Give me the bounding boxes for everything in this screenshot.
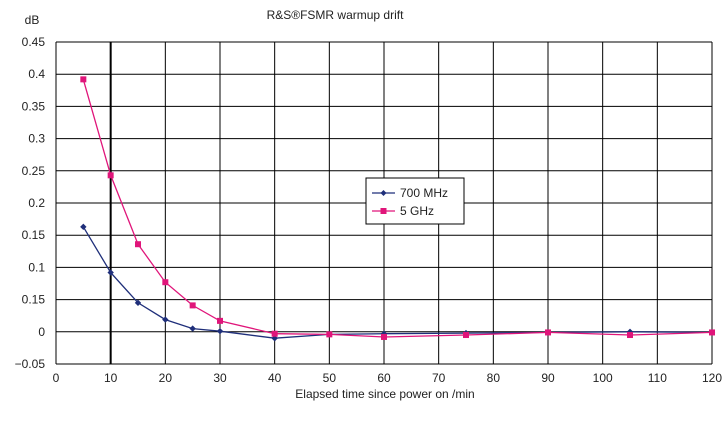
- data-point: [463, 332, 469, 339]
- legend: 700 MHz 5 GHz: [365, 177, 465, 225]
- x-tick-label: 70: [432, 371, 446, 385]
- data-point: [189, 302, 196, 309]
- data-point: [107, 172, 114, 179]
- y-tick-label: 0.4: [28, 67, 45, 81]
- legend-box: [365, 177, 465, 225]
- data-point: [162, 316, 169, 323]
- data-point: [381, 333, 387, 340]
- y-axis-ticks: 0.45 0.4 0.35 0.3 0.25 0.2 0.15 0.1 0.15 0 −0.05: [15, 35, 46, 371]
- series-700mhz: [80, 223, 716, 342]
- series-line: [82, 226, 713, 339]
- chart-title: R&S®FSMR warmup drift: [267, 8, 405, 22]
- series-5ghz: [80, 76, 715, 340]
- x-tick-label: 110: [648, 371, 667, 385]
- y-tick-label: 0.1: [28, 260, 45, 274]
- data-point: [326, 331, 333, 338]
- x-tick-label: 20: [159, 371, 173, 385]
- x-tick-label: 40: [268, 371, 282, 385]
- x-tick-label: 60: [377, 371, 391, 385]
- y-tick-label: 0.2: [28, 196, 45, 210]
- x-tick-label: 50: [323, 371, 337, 385]
- legend-marker-square-icon: [380, 208, 387, 214]
- data-point: [216, 327, 224, 335]
- x-tick-label: 10: [104, 371, 118, 385]
- data-point: [271, 330, 278, 337]
- data-point: [80, 223, 87, 231]
- series-layer: [80, 76, 716, 342]
- data-point: [545, 329, 551, 336]
- x-tick-label: 80: [487, 371, 501, 385]
- y-tick-label: −0.05: [15, 357, 46, 371]
- legend-marker-diamond-icon: [380, 190, 387, 196]
- y-tick-label: 0.15: [22, 293, 46, 307]
- data-point: [135, 241, 141, 248]
- data-point: [709, 329, 715, 336]
- data-point: [134, 299, 142, 307]
- legend-label-5ghz: 5 GHz: [400, 204, 434, 218]
- data-point: [80, 76, 87, 83]
- x-tick-label: 30: [213, 371, 227, 385]
- y-tick-label: 0.35: [22, 99, 46, 113]
- x-tick-label: 90: [541, 371, 555, 385]
- legend-label-700mhz: 700 MHz: [400, 186, 448, 200]
- x-axis-ticks: 0 10 20 30 40 50 60 70 80 90 100 110 120: [53, 371, 723, 385]
- data-point: [162, 279, 169, 286]
- data-point: [627, 332, 633, 339]
- y-tick-label: 0.3: [28, 132, 45, 146]
- y-tick-label: 0: [38, 325, 45, 339]
- y-tick-label: 0.15: [22, 228, 46, 242]
- data-point: [189, 325, 196, 332]
- y-tick-label: 0.45: [22, 35, 46, 49]
- y-axis-unit-label: dB: [25, 13, 40, 27]
- x-tick-label: 0: [53, 371, 60, 385]
- x-axis-title: Elapsed time since power on /min: [295, 387, 474, 401]
- data-point: [217, 317, 223, 324]
- y-tick-label: 0.25: [22, 164, 46, 178]
- x-tick-label: 100: [593, 371, 613, 385]
- data-point: [107, 269, 114, 276]
- x-tick-label: 120: [702, 371, 722, 385]
